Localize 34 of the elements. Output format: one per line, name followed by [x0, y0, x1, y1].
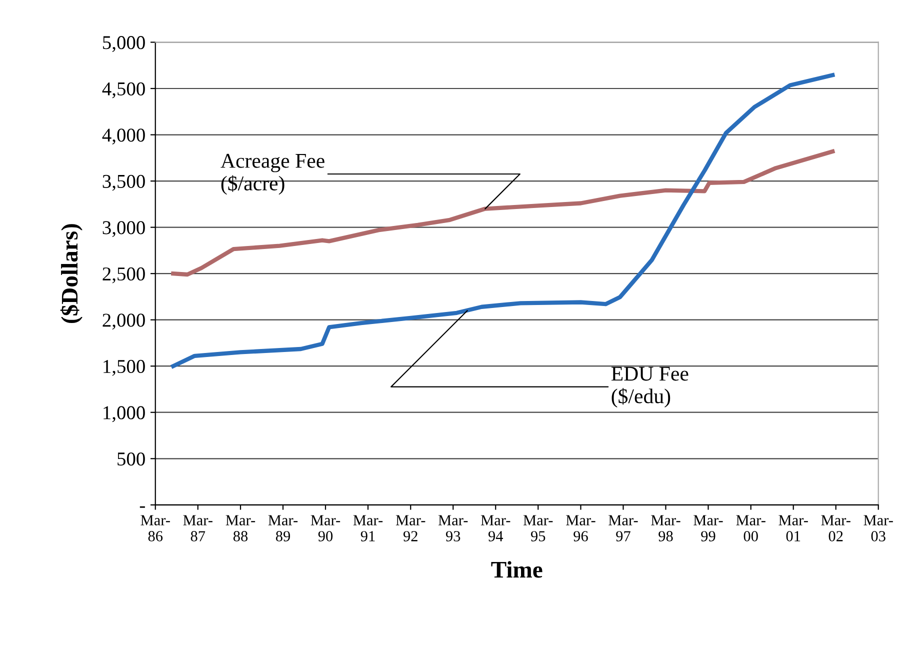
x-tick-label: Mar- 98	[651, 515, 680, 542]
x-tick-label: Mar- 01	[778, 515, 808, 542]
y-tick-label: -	[140, 506, 145, 508]
line-series	[171, 149, 835, 277]
annotation: EDU Fee ($/edu)	[611, 366, 688, 408]
y-tick-label: 3,000	[102, 221, 145, 238]
x-tick-label: Mar- 96	[566, 515, 596, 542]
x-tick-label: Mar- 86	[140, 515, 170, 542]
x-tick-label: Mar- 89	[268, 515, 298, 542]
x-tick-label: Mar- 88	[226, 515, 256, 542]
y-tick-label: 1,000	[104, 406, 145, 422]
y-tick-label: 4,000	[102, 128, 145, 145]
y-axis-title: ($Dollars)	[60, 224, 82, 324]
x-tick-label: Mar- 94	[480, 515, 510, 542]
x-tick-label: Mar- 99	[694, 515, 723, 542]
x-tick-label: Mar- 02	[821, 515, 850, 542]
y-tick-label: 1,500	[104, 360, 145, 376]
y-tick-label: 4,500	[102, 82, 145, 98]
x-tick-label: Mar- 90	[310, 515, 340, 542]
y-tick-label: 3,500	[102, 174, 145, 191]
x-tick-label: Mar- 03	[864, 515, 893, 542]
x-tick-label: Mar- 93	[438, 515, 468, 542]
line-series	[171, 73, 835, 368]
y-tick-label: 2,000	[102, 314, 145, 330]
y-tick-label: 2,500	[102, 267, 145, 284]
x-tick-label: Mar- 87	[183, 515, 212, 542]
y-tick-label: 5,000	[103, 36, 145, 52]
x-tick-label: Mar- 00	[736, 515, 766, 542]
x-tick-label: Mar- 95	[523, 515, 553, 542]
y-tick-label: 500	[118, 452, 145, 466]
x-tick-label: Mar- 91	[353, 515, 383, 542]
x-tick-label: Mar- 92	[396, 515, 426, 542]
x-axis-title: Time	[491, 561, 542, 578]
x-tick-label: Mar- 97	[608, 515, 638, 542]
